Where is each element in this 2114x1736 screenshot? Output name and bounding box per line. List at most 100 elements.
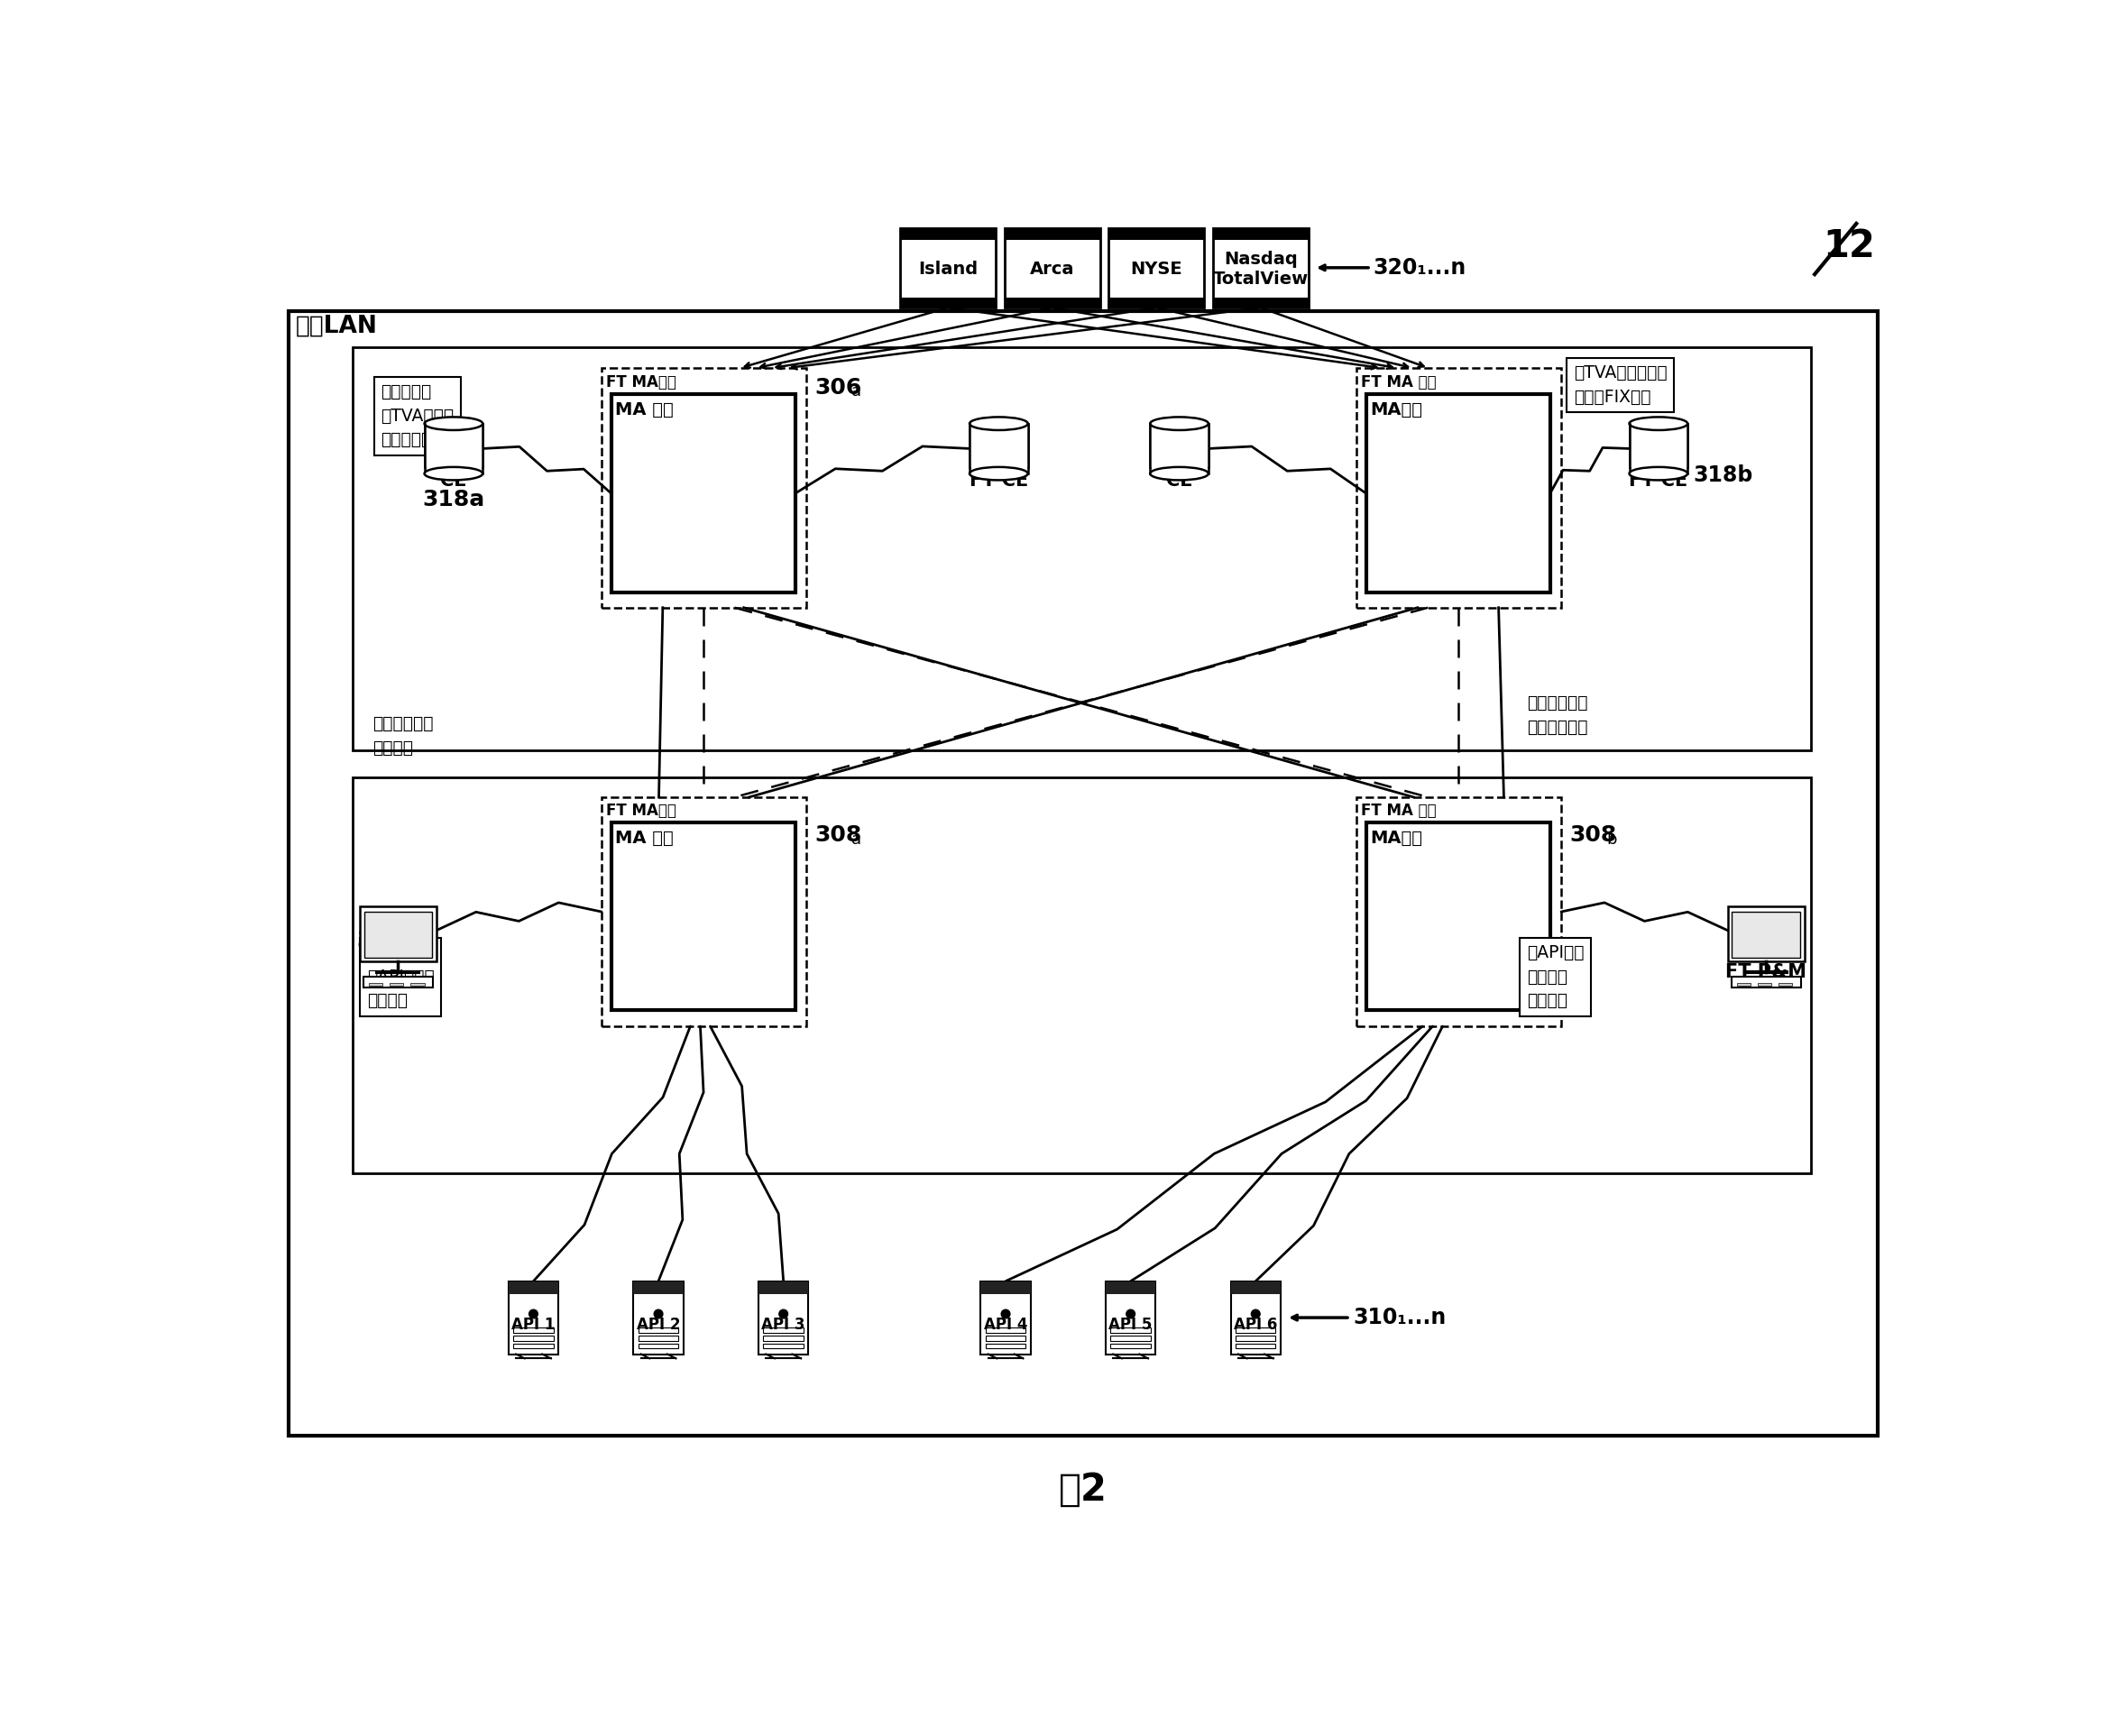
Bar bbox=[611, 823, 795, 1010]
Bar bbox=[1237, 1335, 1275, 1340]
Bar bbox=[514, 1335, 554, 1340]
Text: 市场数据递送
基础设施: 市场数据递送 基础设施 bbox=[372, 715, 433, 757]
Text: MA核心: MA核心 bbox=[1370, 830, 1423, 847]
Bar bbox=[364, 977, 433, 988]
Bar bbox=[410, 983, 425, 986]
Text: Nasdaq
TotalView: Nasdaq TotalView bbox=[1213, 250, 1309, 288]
Bar bbox=[981, 1281, 1032, 1295]
Text: API 4: API 4 bbox=[983, 1316, 1027, 1333]
Text: 从TVA格式到交换
格式的FIX变换: 从TVA格式到交换 格式的FIX变换 bbox=[1573, 365, 1668, 406]
Bar bbox=[1630, 424, 1687, 474]
Bar bbox=[1778, 983, 1793, 986]
Text: FT MA 核心: FT MA 核心 bbox=[1361, 804, 1435, 819]
Bar bbox=[1213, 227, 1309, 240]
Bar bbox=[901, 227, 996, 240]
Bar bbox=[901, 297, 996, 307]
Bar bbox=[970, 424, 1027, 467]
Bar bbox=[514, 1344, 554, 1349]
Text: API 5: API 5 bbox=[1110, 1316, 1152, 1333]
Text: NYSE: NYSE bbox=[1131, 260, 1182, 278]
Bar bbox=[611, 394, 795, 592]
Circle shape bbox=[1127, 1309, 1135, 1318]
Bar bbox=[1738, 983, 1750, 986]
Text: a: a bbox=[852, 384, 863, 399]
Bar bbox=[1108, 227, 1205, 240]
Bar bbox=[1150, 424, 1209, 474]
Bar bbox=[602, 797, 805, 1026]
Bar bbox=[970, 424, 1027, 474]
Circle shape bbox=[1251, 1309, 1260, 1318]
Bar bbox=[638, 1328, 679, 1333]
Bar bbox=[1230, 1281, 1281, 1354]
Bar bbox=[638, 1344, 679, 1349]
Bar bbox=[389, 983, 404, 986]
Bar bbox=[985, 1344, 1025, 1349]
Bar bbox=[353, 347, 1812, 750]
Text: 302: 302 bbox=[1738, 920, 1782, 941]
Bar bbox=[425, 424, 482, 474]
Text: API 3: API 3 bbox=[761, 1316, 805, 1333]
Text: b: b bbox=[1607, 384, 1617, 399]
Text: MA边沿: MA边沿 bbox=[1370, 401, 1423, 418]
Bar bbox=[1230, 1281, 1281, 1295]
Bar bbox=[364, 911, 431, 958]
Bar bbox=[1237, 1328, 1275, 1333]
Bar bbox=[425, 424, 482, 467]
Text: Island: Island bbox=[917, 260, 979, 278]
Text: a: a bbox=[391, 936, 402, 953]
Bar bbox=[638, 1335, 679, 1340]
Bar bbox=[368, 983, 383, 986]
Text: 从外部格式
到TVA格式的
交换协议变换: 从外部格式 到TVA格式的 交换协议变换 bbox=[381, 384, 455, 448]
Text: 306: 306 bbox=[1569, 377, 1617, 398]
Bar bbox=[1366, 823, 1550, 1010]
Bar bbox=[1106, 1281, 1156, 1354]
Bar bbox=[1630, 424, 1687, 467]
Bar bbox=[1004, 227, 1099, 240]
Text: CE: CE bbox=[1167, 472, 1192, 490]
Bar bbox=[1213, 227, 1309, 307]
Bar bbox=[763, 1335, 803, 1340]
Bar bbox=[763, 1328, 803, 1333]
Ellipse shape bbox=[1150, 467, 1209, 481]
Bar bbox=[901, 227, 996, 307]
Text: FT CE: FT CE bbox=[1630, 472, 1687, 490]
Bar bbox=[1731, 977, 1801, 988]
Bar bbox=[981, 1281, 1032, 1354]
Bar bbox=[1106, 1281, 1156, 1295]
Bar bbox=[985, 1335, 1025, 1340]
Text: API 6: API 6 bbox=[1235, 1316, 1277, 1333]
Bar bbox=[1110, 1328, 1150, 1333]
Text: 308: 308 bbox=[814, 825, 863, 845]
Ellipse shape bbox=[1630, 467, 1687, 481]
Ellipse shape bbox=[425, 467, 482, 481]
Bar bbox=[1004, 227, 1099, 307]
Bar bbox=[1727, 906, 1803, 962]
Bar bbox=[763, 1344, 803, 1349]
Text: MA 核心: MA 核心 bbox=[615, 830, 674, 847]
Bar bbox=[634, 1281, 683, 1354]
Text: 从API路由
回交换的
市场订单: 从API路由 回交换的 市场订单 bbox=[1526, 944, 1583, 1009]
Bar bbox=[509, 1281, 558, 1354]
Text: CE: CE bbox=[440, 472, 467, 490]
Text: FT CE: FT CE bbox=[970, 472, 1027, 490]
Text: API 1: API 1 bbox=[512, 1316, 556, 1333]
Text: FT MA 边沿: FT MA 边沿 bbox=[1361, 373, 1435, 391]
Text: MA 边沿: MA 边沿 bbox=[615, 401, 674, 418]
Text: 12: 12 bbox=[1822, 227, 1875, 266]
Bar bbox=[1213, 297, 1309, 307]
Ellipse shape bbox=[1630, 417, 1687, 431]
Bar bbox=[1108, 297, 1205, 307]
Circle shape bbox=[653, 1309, 664, 1318]
Text: b: b bbox=[1774, 927, 1784, 943]
Text: 320₁...n: 320₁...n bbox=[1372, 257, 1467, 278]
Text: 基于应用订购
到API的市场
数据递送: 基于应用订购 到API的市场 数据递送 bbox=[366, 944, 433, 1009]
Circle shape bbox=[780, 1309, 789, 1318]
Bar bbox=[1110, 1344, 1150, 1349]
Text: FT MA核心: FT MA核心 bbox=[605, 804, 676, 819]
Text: Arca: Arca bbox=[1030, 260, 1074, 278]
Text: 302: 302 bbox=[357, 930, 402, 951]
Bar bbox=[1357, 797, 1562, 1026]
Ellipse shape bbox=[1150, 417, 1209, 431]
Text: 318b: 318b bbox=[1693, 465, 1753, 486]
Bar bbox=[290, 311, 1877, 1436]
